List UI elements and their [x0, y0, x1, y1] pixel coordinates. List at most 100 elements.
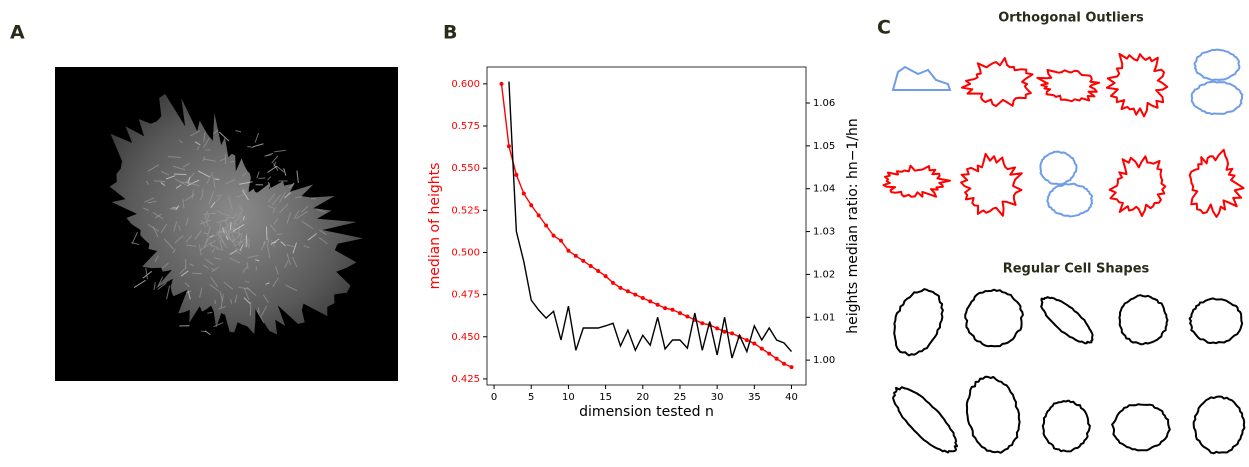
y-tick-label: 0.475 [451, 290, 480, 301]
x-tick-label: 20 [636, 392, 649, 403]
cell-outline [894, 289, 943, 355]
plot-frame [487, 67, 806, 385]
cell-outline [1110, 156, 1166, 216]
cell-outline [1037, 70, 1099, 101]
panel-label: B [443, 22, 457, 44]
y-tick-label: 0.550 [451, 163, 480, 174]
cell-streak [230, 161, 234, 162]
y-tick-label: 0.525 [451, 205, 480, 216]
point [507, 144, 511, 148]
x-tick-label: 5 [528, 392, 534, 403]
point [752, 342, 756, 346]
x-tick-label: 15 [599, 392, 612, 403]
point [715, 326, 719, 330]
cell-streak [214, 179, 219, 180]
cell-streak [258, 178, 265, 179]
point [760, 347, 764, 351]
y-tick-label: 0.425 [451, 374, 480, 385]
shapes-title: Orthogonal Outliers [998, 11, 1144, 26]
cell-outline [1040, 152, 1076, 185]
point [782, 362, 786, 366]
y-tick-label: 0.600 [451, 79, 480, 90]
point [529, 203, 533, 207]
point [500, 82, 504, 86]
series-line [509, 82, 792, 358]
cell-outline [884, 166, 951, 197]
panel-label: C [877, 17, 891, 39]
cell-outline [1190, 150, 1244, 217]
point [730, 331, 734, 335]
point [514, 173, 518, 177]
cell-outline [893, 387, 957, 452]
point [767, 352, 771, 356]
point [663, 306, 667, 310]
point [522, 191, 526, 195]
y2-axis-label: heights median ratio: hn−1/hn [845, 118, 861, 334]
point [552, 234, 556, 238]
y-tick-label: 0.450 [451, 332, 480, 343]
cell-streak [239, 227, 240, 237]
point [604, 274, 608, 278]
cell-outline [967, 377, 1020, 453]
point [633, 293, 637, 297]
point [611, 281, 615, 285]
point [790, 365, 794, 369]
y-axis-label: median of heights [427, 163, 443, 290]
cell-outline [1048, 184, 1093, 217]
cell-outline [965, 290, 1023, 347]
cell-streak [174, 174, 186, 175]
x-axis-label: dimension tested n [579, 404, 714, 420]
x-tick-label: 40 [785, 392, 798, 403]
y-tick-label: 0.500 [451, 247, 480, 258]
cell-shapes [884, 50, 1245, 454]
point [671, 308, 675, 312]
cell-outline [961, 154, 1022, 216]
cell-outline [1195, 50, 1240, 81]
cell-outline [893, 67, 950, 90]
point [685, 315, 689, 319]
point [618, 286, 622, 290]
point [544, 223, 548, 227]
x-tick-label: 30 [711, 392, 724, 403]
cell-outline [1107, 54, 1167, 116]
point [589, 264, 593, 268]
point [656, 303, 660, 307]
cell-streak [267, 227, 268, 241]
x-tick-label: 0 [491, 392, 497, 403]
cell-outline [1190, 298, 1243, 343]
panel-label: A [10, 22, 25, 44]
point [559, 239, 563, 243]
point [581, 259, 585, 263]
point [566, 249, 570, 253]
point [700, 321, 704, 325]
point [626, 289, 630, 293]
point [775, 357, 779, 361]
x-tick-label: 25 [674, 392, 687, 403]
cell-outline [1043, 401, 1090, 452]
cell-outline [1192, 82, 1243, 114]
point [641, 296, 645, 300]
cell-streak [250, 302, 251, 316]
cell-outline [1119, 295, 1167, 344]
x-tick-label: 35 [748, 392, 761, 403]
cell-outline [1041, 297, 1093, 343]
shapes-title: Regular Cell Shapes [1003, 262, 1150, 277]
cell-streak [216, 249, 222, 250]
point [723, 330, 727, 334]
point [574, 254, 578, 258]
point [596, 269, 600, 273]
y2-tick-label: 1.03 [813, 227, 835, 238]
cell-streak [226, 217, 234, 218]
point [745, 338, 749, 342]
cell-outline [1112, 404, 1170, 450]
cell-outline [962, 58, 1033, 106]
x-tick-label: 10 [562, 392, 575, 403]
y2-tick-label: 1.04 [813, 184, 835, 195]
y2-tick-label: 1.01 [813, 312, 835, 323]
cell-outline [1194, 397, 1245, 454]
y2-tick-label: 1.05 [813, 141, 835, 152]
y2-tick-label: 1.00 [813, 355, 835, 366]
y2-tick-label: 1.06 [813, 98, 835, 109]
point [537, 213, 541, 217]
